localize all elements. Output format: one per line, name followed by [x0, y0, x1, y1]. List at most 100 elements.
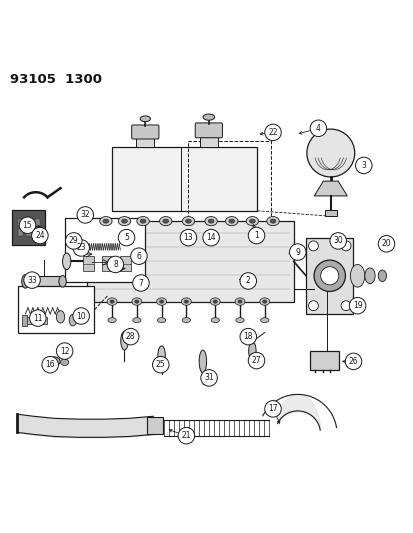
Circle shape: [240, 328, 256, 345]
Ellipse shape: [228, 219, 234, 223]
Ellipse shape: [62, 253, 71, 270]
Circle shape: [240, 273, 256, 289]
Polygon shape: [313, 181, 347, 196]
Text: 18: 18: [243, 332, 252, 341]
FancyBboxPatch shape: [195, 123, 222, 138]
Bar: [120, 256, 131, 271]
Bar: [24, 317, 47, 324]
Ellipse shape: [140, 116, 150, 122]
Ellipse shape: [159, 300, 163, 303]
Circle shape: [355, 157, 371, 174]
Circle shape: [200, 370, 217, 386]
Text: 5: 5: [124, 233, 129, 242]
Circle shape: [289, 244, 305, 260]
Bar: [34, 219, 40, 226]
Ellipse shape: [159, 216, 171, 225]
Ellipse shape: [182, 318, 190, 322]
Text: 93105  1300: 93105 1300: [10, 72, 102, 86]
Ellipse shape: [156, 298, 166, 305]
Ellipse shape: [100, 216, 112, 225]
Circle shape: [31, 227, 48, 244]
Ellipse shape: [108, 318, 116, 322]
Bar: [83, 256, 93, 271]
Ellipse shape: [246, 216, 258, 225]
Circle shape: [65, 233, 82, 249]
Ellipse shape: [121, 219, 127, 223]
Circle shape: [77, 207, 93, 223]
Ellipse shape: [377, 270, 386, 281]
Bar: [26, 219, 31, 226]
Text: 15: 15: [23, 221, 32, 230]
Ellipse shape: [22, 274, 29, 288]
Text: 23: 23: [76, 244, 86, 253]
Text: 6: 6: [136, 252, 141, 261]
Ellipse shape: [262, 300, 266, 303]
FancyBboxPatch shape: [87, 221, 293, 302]
Circle shape: [122, 328, 139, 345]
Circle shape: [264, 401, 280, 417]
Ellipse shape: [269, 219, 275, 223]
Text: 20: 20: [381, 239, 390, 248]
Circle shape: [131, 248, 147, 264]
Text: 14: 14: [206, 233, 216, 242]
Text: 1: 1: [254, 231, 258, 240]
Circle shape: [309, 120, 326, 136]
Text: 12: 12: [60, 346, 69, 356]
Bar: [18, 219, 23, 226]
Bar: [22, 315, 27, 326]
FancyBboxPatch shape: [12, 211, 45, 245]
Ellipse shape: [59, 276, 66, 287]
Ellipse shape: [162, 219, 168, 223]
Text: 9: 9: [294, 247, 299, 256]
Circle shape: [29, 310, 46, 326]
Text: 21: 21: [181, 431, 191, 440]
Circle shape: [152, 357, 169, 373]
Circle shape: [202, 229, 219, 246]
Bar: [324, 211, 336, 216]
Ellipse shape: [235, 298, 244, 305]
Text: 33: 33: [27, 276, 37, 285]
Ellipse shape: [235, 318, 244, 322]
Circle shape: [306, 129, 354, 177]
Ellipse shape: [157, 346, 165, 365]
Ellipse shape: [225, 216, 237, 225]
Circle shape: [73, 240, 89, 256]
Text: 4: 4: [315, 124, 320, 133]
Text: 7: 7: [138, 279, 143, 287]
Circle shape: [320, 266, 338, 285]
Ellipse shape: [237, 300, 242, 303]
Text: 27: 27: [251, 356, 261, 365]
Circle shape: [340, 241, 350, 251]
Ellipse shape: [181, 298, 191, 305]
Text: 13: 13: [183, 233, 193, 242]
Circle shape: [107, 256, 123, 273]
Ellipse shape: [137, 216, 149, 225]
Ellipse shape: [103, 219, 109, 223]
Ellipse shape: [203, 114, 214, 120]
Circle shape: [340, 301, 350, 311]
Bar: [136, 138, 154, 147]
Circle shape: [308, 301, 318, 311]
Circle shape: [344, 353, 361, 370]
Bar: [309, 351, 338, 370]
Circle shape: [19, 217, 36, 233]
Ellipse shape: [185, 219, 191, 223]
Circle shape: [313, 260, 344, 292]
Circle shape: [248, 352, 264, 369]
Circle shape: [42, 357, 58, 373]
Text: 31: 31: [204, 374, 214, 382]
Bar: [26, 229, 31, 236]
Ellipse shape: [118, 216, 131, 225]
Circle shape: [248, 227, 264, 244]
Ellipse shape: [248, 342, 256, 360]
Bar: [102, 256, 112, 271]
Ellipse shape: [213, 300, 217, 303]
Circle shape: [178, 427, 194, 444]
Ellipse shape: [48, 357, 60, 366]
Text: 3: 3: [361, 161, 366, 170]
Bar: [18, 229, 23, 236]
Circle shape: [264, 124, 280, 141]
Circle shape: [308, 241, 318, 251]
Bar: [323, 181, 337, 189]
Text: 29: 29: [69, 237, 78, 245]
